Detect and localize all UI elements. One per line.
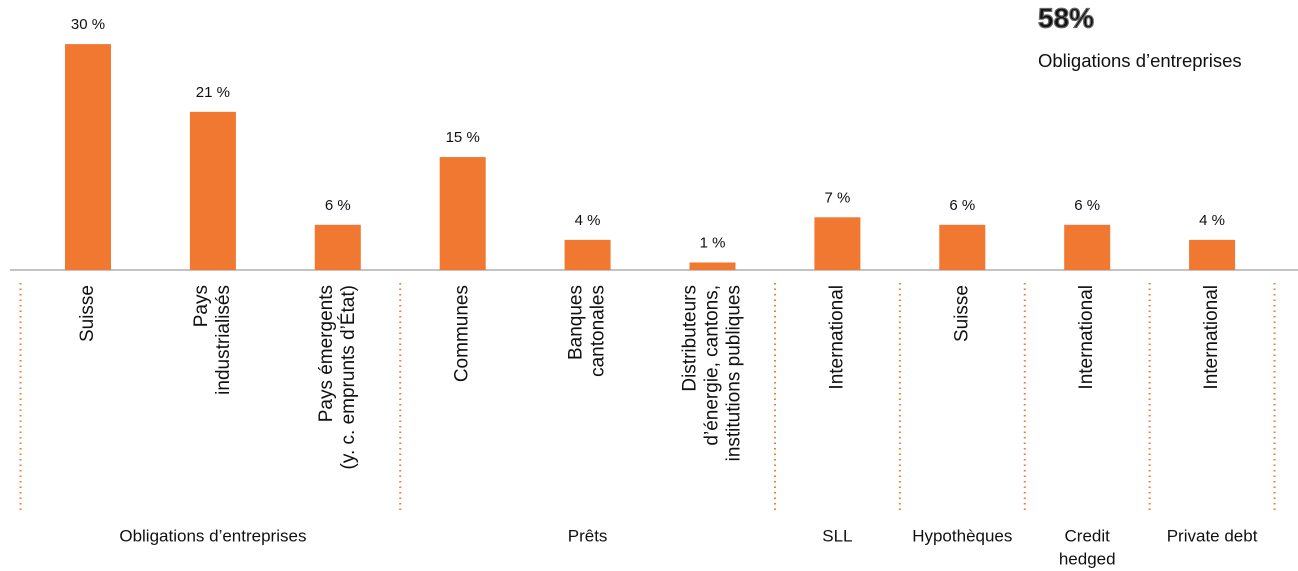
category-label: Communes (452, 285, 473, 382)
value-label: 6 % (1074, 197, 1100, 214)
category-label: Pays émergents (316, 285, 337, 422)
group-label: Prêts (568, 526, 608, 545)
category-label: Suisse (77, 285, 98, 342)
value-label: 21 % (196, 84, 230, 101)
value-label: 4 % (575, 212, 601, 229)
annotation-value: 58% (1038, 2, 1094, 33)
category-label: International (1076, 285, 1097, 390)
bar (439, 157, 486, 270)
bar (65, 44, 111, 270)
category-label: cantonales (588, 285, 609, 377)
category-label: International (826, 285, 847, 390)
category-label: (y. c. emprunts d’État) (338, 285, 359, 469)
value-label: 6 % (949, 197, 975, 214)
group-label: hedged (1059, 549, 1116, 568)
bar (189, 111, 236, 271)
group-label: Hypothèques (912, 526, 1012, 545)
bar (1189, 239, 1236, 270)
bar (1064, 224, 1111, 270)
bar (314, 224, 361, 270)
value-label: 15 % (446, 129, 480, 146)
group-label: Private debt (1167, 526, 1258, 545)
category-label: d’énergie, cantons, (702, 285, 723, 446)
category-label: Banques (566, 285, 587, 360)
category-label: Suisse (951, 285, 972, 342)
category-label: industrialisés (213, 285, 234, 395)
group-label: SLL (822, 526, 852, 545)
group-label: Obligations d’entreprises (119, 526, 306, 545)
category-label: institutions publiques (724, 285, 745, 461)
bar (564, 239, 611, 270)
value-label: 1 % (700, 234, 726, 251)
category-label: Distributeurs (680, 285, 701, 392)
bar (814, 217, 861, 270)
category-label: International (1201, 285, 1222, 390)
value-label: 4 % (1199, 212, 1225, 229)
value-label: 30 % (71, 16, 105, 33)
category-label: Pays (191, 285, 212, 327)
bar (939, 224, 986, 270)
value-label: 6 % (325, 197, 351, 214)
group-label: Credit (1065, 526, 1111, 545)
annotation-text: Obligations d’entreprises (1038, 50, 1242, 71)
value-label: 7 % (824, 189, 850, 206)
bar (689, 262, 736, 270)
